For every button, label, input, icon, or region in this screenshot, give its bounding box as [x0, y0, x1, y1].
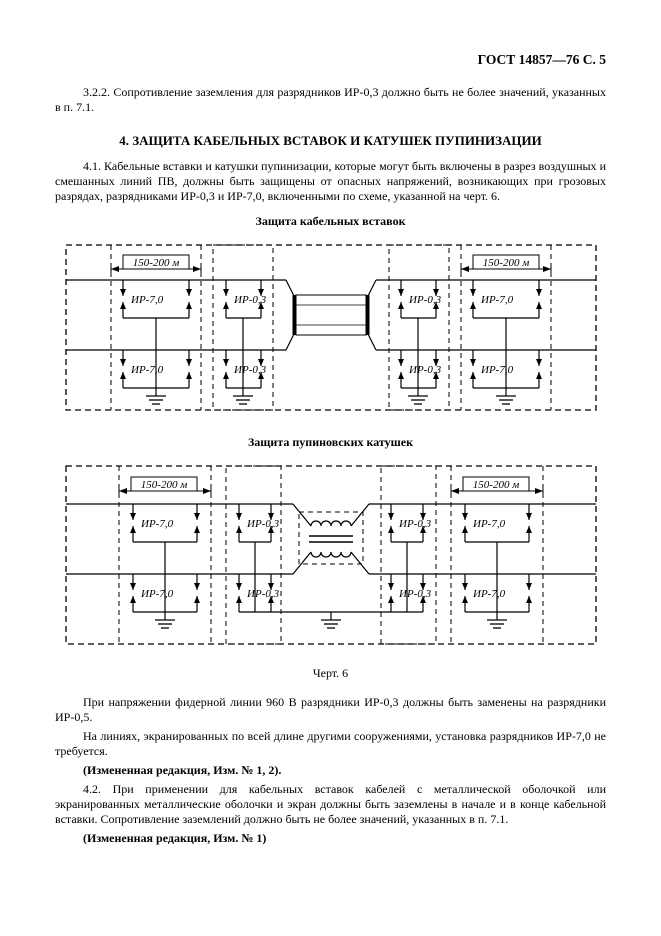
- paragraph-note-shielded: На линиях, экранированных по всей длине …: [55, 729, 606, 759]
- page-header: ГОСТ 14857—76 С. 5: [55, 52, 606, 69]
- distance-label-right-b: 150-200 м: [472, 479, 518, 491]
- svg-text:ИР-7,0: ИР-7,0: [472, 518, 506, 530]
- svg-text:ИР-7,0: ИР-7,0: [130, 294, 164, 306]
- svg-text:ИР-7,0: ИР-7,0: [480, 364, 514, 376]
- svg-text:ИР-7,0: ИР-7,0: [140, 588, 174, 600]
- distance-label-left-a: 150-200 м: [132, 257, 178, 269]
- svg-text:ИР-7,0: ИР-7,0: [140, 518, 174, 530]
- paragraph-note-960v: При напряжении фидерной линии 960 В разр…: [55, 695, 606, 725]
- schematic-pupin-coils: 150-200 м 150-200 м ИР-7,0 ИР-7,0 ИР-0,3…: [61, 456, 601, 656]
- schematic-cable-inserts: 150-200 м 150-200 м ИР-7,0 ИР-7,0 ИР-0,3…: [61, 235, 601, 425]
- svg-text:ИР-0,3: ИР-0,3: [398, 518, 432, 530]
- figure-a-title: Защита кабельных вставок: [55, 214, 606, 229]
- distance-label-right-a: 150-200 м: [482, 257, 528, 269]
- svg-text:ИР-0,3: ИР-0,3: [246, 518, 280, 530]
- paragraph-amend-1-2: (Измененная редакция, Изм. № 1, 2).: [55, 763, 606, 778]
- svg-text:ИР-7,0: ИР-7,0: [480, 294, 514, 306]
- paragraph-3-2-2: 3.2.2. Сопротивление заземления для разр…: [55, 85, 606, 115]
- svg-text:ИР-0,3: ИР-0,3: [398, 588, 432, 600]
- section-4-title: 4. ЗАЩИТА КАБЕЛЬНЫХ ВСТАВОК И КАТУШЕК ПУ…: [55, 133, 606, 149]
- paragraph-amend-1: (Измененная редакция, Изм. № 1): [55, 831, 606, 846]
- distance-label-left-b: 150-200 м: [140, 479, 186, 491]
- paragraph-4-2: 4.2. При применении для кабельных вставо…: [55, 782, 606, 827]
- svg-text:ИР-0,3: ИР-0,3: [246, 588, 280, 600]
- figure-caption: Черт. 6: [55, 666, 606, 681]
- svg-text:ИР-7,0: ИР-7,0: [130, 364, 164, 376]
- svg-text:ИР-7,0: ИР-7,0: [472, 588, 506, 600]
- figure-b-title: Защита пупиновских катушек: [55, 435, 606, 450]
- paragraph-4-1: 4.1. Кабельные вставки и катушки пупиниз…: [55, 159, 606, 204]
